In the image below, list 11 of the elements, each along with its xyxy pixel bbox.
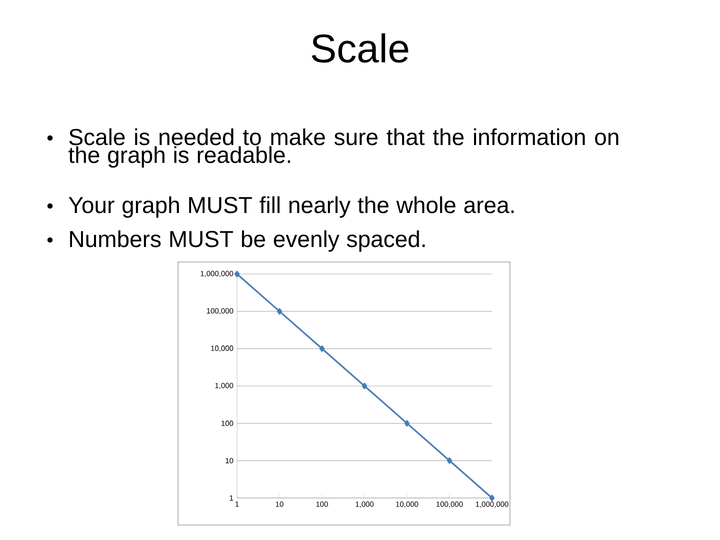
point [489, 494, 495, 502]
point [446, 457, 452, 464]
text: Scale is needed to make sure that the information on the graph is readable. [68, 128, 618, 168]
point [404, 420, 410, 427]
point [319, 345, 325, 352]
point [234, 270, 240, 278]
text: Numbers MUST be evenly spaced. [70, 230, 425, 252]
point [276, 308, 282, 315]
point [362, 382, 368, 390]
chart-title: Scale [312, 33, 408, 63]
text: Your graph MUST fill nearly the whole area. [68, 196, 514, 218]
